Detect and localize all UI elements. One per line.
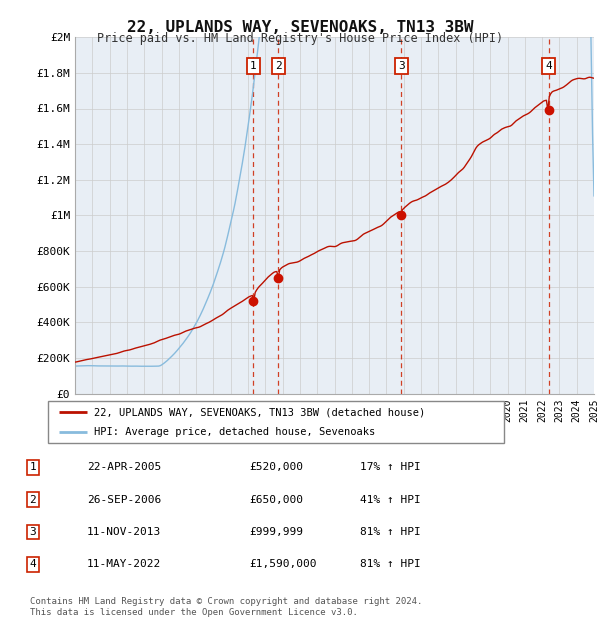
Text: 3: 3 [29, 527, 37, 537]
Text: 41% ↑ HPI: 41% ↑ HPI [360, 495, 421, 505]
Text: £1,590,000: £1,590,000 [249, 559, 317, 569]
Text: £520,000: £520,000 [249, 463, 303, 472]
Text: Price paid vs. HM Land Registry's House Price Index (HPI): Price paid vs. HM Land Registry's House … [97, 32, 503, 45]
Text: 81% ↑ HPI: 81% ↑ HPI [360, 527, 421, 537]
Text: £999,999: £999,999 [249, 527, 303, 537]
Text: 22-APR-2005: 22-APR-2005 [87, 463, 161, 472]
Text: HPI: Average price, detached house, Sevenoaks: HPI: Average price, detached house, Seve… [94, 427, 375, 437]
Text: 22, UPLANDS WAY, SEVENOAKS, TN13 3BW: 22, UPLANDS WAY, SEVENOAKS, TN13 3BW [127, 20, 473, 35]
Text: 2: 2 [29, 495, 37, 505]
Text: 4: 4 [29, 559, 37, 569]
Text: 11-NOV-2013: 11-NOV-2013 [87, 527, 161, 537]
Text: 11-MAY-2022: 11-MAY-2022 [87, 559, 161, 569]
Text: 3: 3 [398, 61, 404, 71]
Text: £650,000: £650,000 [249, 495, 303, 505]
Text: 1: 1 [250, 61, 257, 71]
Text: 26-SEP-2006: 26-SEP-2006 [87, 495, 161, 505]
Text: 81% ↑ HPI: 81% ↑ HPI [360, 559, 421, 569]
Text: Contains HM Land Registry data © Crown copyright and database right 2024.
This d: Contains HM Land Registry data © Crown c… [30, 598, 422, 617]
Text: 1: 1 [29, 463, 37, 472]
Text: 22, UPLANDS WAY, SEVENOAKS, TN13 3BW (detached house): 22, UPLANDS WAY, SEVENOAKS, TN13 3BW (de… [94, 407, 425, 417]
Text: 4: 4 [545, 61, 552, 71]
Text: 2: 2 [275, 61, 281, 71]
FancyBboxPatch shape [48, 401, 504, 443]
Text: 17% ↑ HPI: 17% ↑ HPI [360, 463, 421, 472]
